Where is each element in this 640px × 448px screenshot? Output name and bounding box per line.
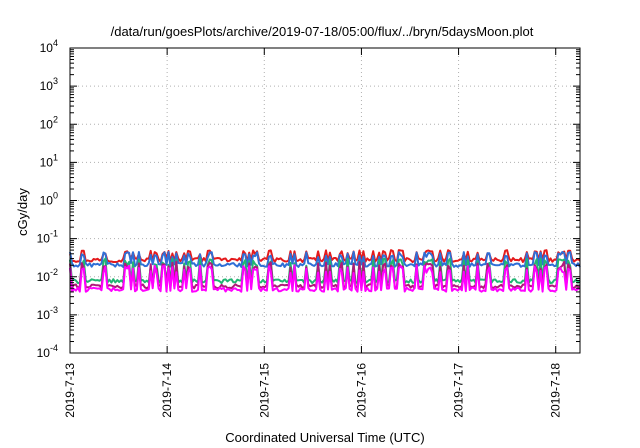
x-tick-label: 2019-7-14 [160,363,174,418]
x-tick-label: 2019-7-13 [63,363,77,418]
y-axis-label: cGy/day [15,188,30,236]
y-tick-label: 103 [40,76,58,93]
series-lines [69,249,581,293]
y-tick-label: 10-2 [37,267,58,284]
x-tick-label: 2019-7-15 [257,363,271,418]
series-line-5 [69,264,581,293]
x-axis-label: Coordinated Universal Time (UTC) [225,430,424,445]
x-axis-ticks: 2019-7-13 2019-7-14 2019-7-15 2019-7-16 2019… [63,48,563,418]
y-tick-label: 10-4 [37,343,58,360]
y-tick-label: 102 [40,114,58,131]
y-tick-label: 100 [40,191,58,208]
chart-title: /data/run/goesPlots/archive/2019-07-18/0… [111,24,534,39]
x-tick-label: 2019-7-18 [549,363,563,418]
y-tick-label: 104 [40,38,58,55]
y-tick-label: 101 [40,152,58,169]
y-tick-label: 10-3 [37,305,58,322]
series-line-1 [69,249,581,263]
x-tick-label: 2019-7-16 [354,363,368,418]
series-line-2 [69,250,581,268]
y-axis-ticks: 104 103 102 101 100 10-1 10-2 10-3 10-4 [37,38,580,360]
grid-lines [69,47,580,354]
x-tick-label: 2019-7-17 [452,363,466,418]
y-tick-label: 10-1 [37,229,58,246]
